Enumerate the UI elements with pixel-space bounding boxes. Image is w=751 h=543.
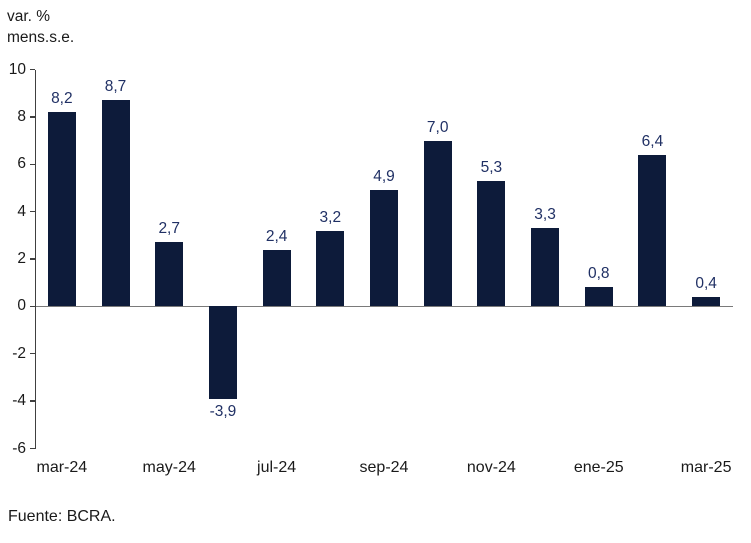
bar bbox=[477, 180, 506, 307]
bar-value-label: 4,9 bbox=[373, 168, 395, 186]
bar-value-label: 0,8 bbox=[587, 265, 610, 283]
bar bbox=[584, 287, 613, 307]
bar bbox=[262, 249, 291, 307]
bar-value-label: 7,0 bbox=[426, 118, 449, 136]
bar-value-label: 0,4 bbox=[695, 274, 717, 292]
y-tick-mark bbox=[29, 400, 35, 402]
bar-value-label: 8,7 bbox=[104, 78, 127, 96]
y-tick-mark bbox=[29, 210, 35, 213]
bar bbox=[316, 230, 345, 307]
bar-value-label: -3,9 bbox=[209, 402, 237, 420]
y-tick-mark bbox=[29, 116, 35, 118]
y-tick-label: -2 bbox=[12, 344, 26, 362]
y-axis-unit-line1: var. % bbox=[7, 8, 51, 25]
y-tick-mark bbox=[29, 353, 35, 355]
bar-value-label: 2,7 bbox=[158, 220, 180, 238]
y-tick-mark bbox=[29, 163, 35, 165]
bar bbox=[155, 242, 184, 307]
y-tick-label: 4 bbox=[17, 202, 26, 220]
x-tick-label: mar-25 bbox=[680, 459, 732, 476]
bar bbox=[47, 112, 76, 307]
y-tick-mark bbox=[29, 447, 35, 450]
x-tick-label: ene-25 bbox=[573, 459, 624, 476]
bar bbox=[370, 190, 398, 307]
y-tick-label: -4 bbox=[12, 392, 26, 410]
y-tick-mark bbox=[29, 305, 35, 308]
bar-value-label: 3,3 bbox=[534, 206, 556, 224]
y-tick-mark bbox=[29, 68, 35, 71]
x-tick-label: mar-24 bbox=[36, 459, 88, 476]
y-axis-line bbox=[35, 69, 37, 449]
bar bbox=[423, 140, 452, 307]
x-tick-label: jul-24 bbox=[257, 459, 297, 476]
y-tick-label: -6 bbox=[12, 439, 26, 457]
x-tick-label: may-24 bbox=[142, 459, 196, 476]
bar-value-label: 8,2 bbox=[51, 90, 73, 108]
y-tick-mark bbox=[29, 258, 35, 260]
bar-value-label: 3,2 bbox=[319, 208, 342, 226]
x-tick-label: nov-24 bbox=[466, 459, 516, 476]
bar-value-label: 5,3 bbox=[480, 158, 503, 176]
y-tick-label: 8 bbox=[17, 107, 26, 125]
bar bbox=[638, 154, 667, 307]
bar bbox=[208, 306, 237, 399]
bar-value-label: 6,4 bbox=[641, 132, 664, 150]
bar bbox=[692, 296, 721, 307]
bar-value-label: 2,4 bbox=[265, 227, 288, 245]
source-note: Fuente: BCRA. bbox=[8, 508, 116, 525]
zero-line bbox=[35, 305, 733, 308]
y-axis-unit-label: var. % mens.s.e. bbox=[7, 6, 74, 48]
y-tick-label: 2 bbox=[17, 250, 26, 267]
bar bbox=[531, 228, 560, 307]
y-tick-label: 6 bbox=[17, 155, 26, 173]
y-tick-label: 0 bbox=[17, 297, 26, 315]
bar bbox=[101, 100, 130, 307]
x-tick-label: sep-24 bbox=[359, 459, 409, 476]
y-tick-label: 10 bbox=[8, 60, 26, 78]
y-axis-unit-line2: mens.s.e. bbox=[7, 29, 75, 46]
